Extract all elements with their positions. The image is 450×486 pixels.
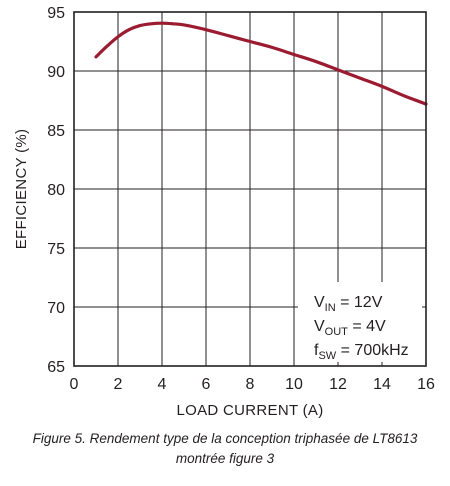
caption-line-1: Figure 5. Rendement type de la conceptio… [32, 431, 418, 446]
annotation-box [298, 282, 422, 362]
y-tick-label: 85 [47, 123, 65, 140]
x-tick-label: 0 [70, 376, 79, 393]
efficiency-chart: 0 2 4 6 8 10 12 14 16 65 70 75 80 85 90 95 VIN = 12V VO… [13, 5, 435, 419]
y-tick-label: 75 [47, 241, 65, 258]
annotation-fsw: fSW = 700kHz [314, 342, 409, 362]
x-tick-label: 12 [329, 376, 347, 393]
x-tick-label: 6 [202, 376, 211, 393]
caption-line-2: montrée figure 3 [175, 451, 275, 466]
x-tick-label: 8 [246, 376, 255, 393]
annotation-vin: VIN = 12V [314, 294, 383, 314]
y-tick-label: 80 [47, 182, 65, 199]
x-tick-label: 16 [417, 376, 435, 393]
grid [74, 12, 426, 366]
annotation-vout: VOUT = 4V [314, 318, 386, 338]
y-tick-label: 65 [47, 359, 65, 376]
x-tick-label: 2 [114, 376, 123, 393]
plot-frame [73, 11, 427, 367]
y-tick-label: 95 [47, 5, 65, 22]
figure-caption: Figure 5. Rendement type de la conceptio… [6, 429, 444, 469]
y-tick-label: 90 [47, 64, 65, 81]
tick-labels: 0 2 4 6 8 10 12 14 16 65 70 75 80 85 90 95 [47, 5, 435, 393]
x-tick-label: 10 [285, 376, 303, 393]
x-axis-label: LOAD CURRENT (A) [176, 402, 323, 419]
efficiency-curve [94, 21, 428, 106]
y-tick-label: 70 [47, 300, 65, 317]
x-tick-label: 4 [158, 376, 167, 393]
x-tick-label: 14 [373, 376, 391, 393]
y-axis-label: EFFICIENCY (%) [13, 129, 30, 250]
